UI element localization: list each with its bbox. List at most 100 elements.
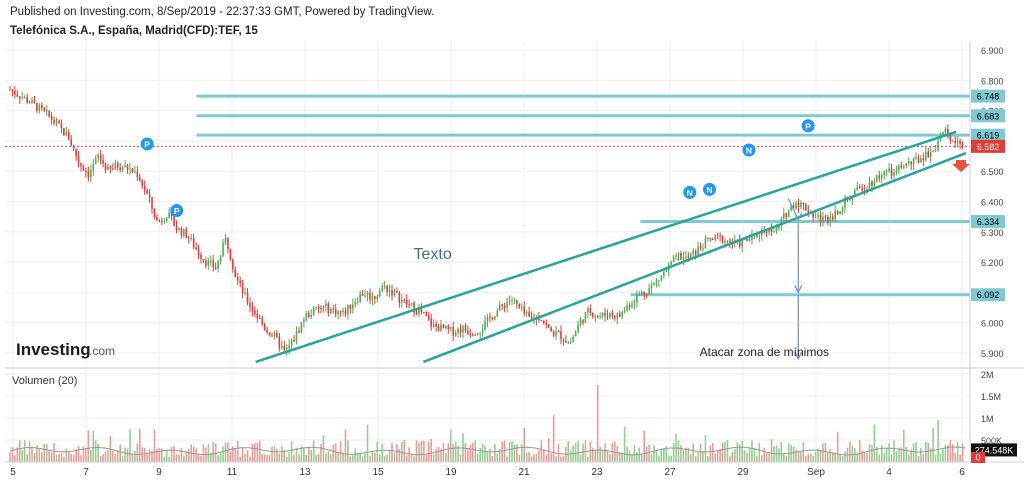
volume-bar — [185, 451, 188, 462]
price-tick-label: 6.800 — [981, 76, 1004, 86]
candle-body — [479, 333, 481, 335]
candle-body — [459, 328, 462, 333]
volume-bar — [432, 454, 435, 462]
candle-body — [582, 319, 584, 323]
volume-bar — [959, 454, 961, 462]
candle-body — [861, 188, 863, 190]
volume-bar — [65, 448, 68, 462]
volume-bar — [371, 450, 374, 462]
candle-body — [457, 328, 459, 333]
volume-bar — [266, 454, 268, 462]
marker-label: N — [706, 185, 712, 195]
candle-body — [932, 150, 934, 153]
candle-body — [60, 123, 63, 129]
volume-bar — [75, 449, 77, 462]
volume-bar — [851, 445, 854, 462]
candle-body — [489, 316, 491, 318]
candle-body — [241, 283, 244, 294]
volume-bar — [817, 448, 819, 462]
candle-body — [138, 177, 141, 181]
time-tick-label: 19 — [445, 467, 457, 478]
level-price-tag: 6.748 — [977, 92, 1000, 102]
volume-bar — [797, 451, 800, 462]
volume-bar — [440, 448, 442, 462]
candle-body — [26, 96, 28, 103]
volume-bar — [183, 455, 185, 462]
candle-body — [281, 346, 283, 348]
volume-bar — [849, 441, 851, 462]
volume-bar — [665, 446, 668, 462]
candle-body — [85, 170, 87, 173]
candle-body — [312, 307, 315, 315]
candle-body — [474, 334, 477, 336]
volume-tick-label: 1.5M — [981, 392, 1001, 402]
volume-bar — [699, 443, 702, 462]
volume-bar — [376, 441, 379, 462]
volume-bar — [726, 440, 729, 462]
candle-body — [420, 309, 423, 313]
candle-body — [364, 295, 366, 297]
candle-body — [878, 175, 881, 179]
candle-body — [23, 96, 26, 98]
candle-body — [361, 293, 364, 296]
volume-bar — [165, 449, 168, 462]
candle-body — [498, 304, 501, 311]
candle-body — [116, 163, 119, 168]
volume-bar — [156, 448, 158, 462]
marker-bubble — [702, 182, 716, 196]
candle-body — [746, 238, 748, 242]
candle-body — [589, 308, 592, 313]
volume-bar — [391, 442, 393, 462]
channel-lines[interactable] — [255, 130, 967, 364]
candle-body — [126, 165, 129, 170]
candle-body — [800, 202, 802, 208]
candle-body — [951, 140, 954, 142]
marker-bubble — [140, 137, 154, 151]
candle-body — [922, 158, 925, 161]
volume-bar — [604, 443, 606, 462]
volume-bar — [939, 453, 942, 462]
candle-body — [90, 170, 92, 178]
candle-body — [594, 316, 597, 318]
volume-bar — [90, 449, 92, 462]
volume-bar — [141, 447, 144, 462]
candle-body — [158, 220, 161, 222]
volume-bar — [288, 452, 290, 462]
time-tick-label: Sep — [807, 467, 825, 478]
candle-body — [263, 324, 266, 330]
candle-body — [863, 189, 866, 191]
volume-bar — [445, 453, 447, 462]
volume-bar — [207, 443, 210, 462]
candle-body — [486, 316, 489, 322]
candle-body — [680, 253, 682, 260]
candle-body — [349, 304, 352, 309]
candle-body — [917, 157, 920, 162]
candle-body — [643, 291, 646, 295]
event-markers[interactable]: P P N N N P — [140, 119, 815, 218]
candle-body — [168, 212, 170, 218]
horizontal-levels[interactable] — [196, 94, 970, 297]
volume-bar — [283, 450, 286, 462]
candle-body — [518, 303, 521, 308]
volume-bar — [430, 438, 432, 462]
candle-body — [817, 214, 819, 217]
volume-zero-tag-bg — [971, 452, 985, 463]
volume-bar — [873, 424, 876, 462]
candle-body — [396, 291, 398, 293]
price-tick-label: 6.300 — [981, 228, 1004, 238]
candle-body — [609, 312, 611, 318]
volume-bar — [153, 429, 156, 462]
volume-bar — [805, 455, 807, 462]
candle-body — [939, 135, 942, 141]
volume-bar — [18, 440, 21, 462]
volume-bar — [58, 454, 60, 462]
volume-bar — [418, 442, 420, 462]
candle-body — [305, 313, 308, 320]
volume-bar — [900, 447, 903, 462]
volume-bar — [398, 448, 401, 462]
volume-bar — [599, 446, 601, 462]
level-price-tag: 6.092 — [977, 290, 1000, 300]
candle-body — [836, 210, 839, 214]
candle-body — [670, 262, 672, 265]
